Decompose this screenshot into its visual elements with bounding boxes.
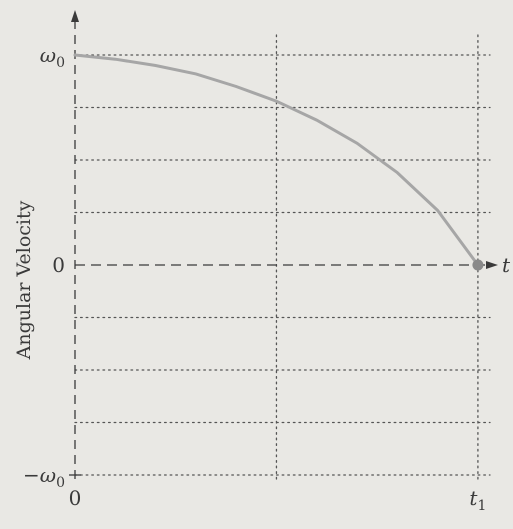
- data-point: [154, 64, 157, 67]
- x-tick-label-0: 0: [69, 486, 82, 510]
- data-point: [275, 100, 278, 102]
- data-point: [195, 73, 197, 75]
- tick-labels: ω00−ω00 t1t: [23, 43, 511, 514]
- series-layer: [73, 53, 484, 271]
- data-point: [436, 209, 439, 212]
- x-axis-label: t: [502, 253, 511, 277]
- data-point: [74, 54, 76, 56]
- x-axis-arrow: [486, 261, 498, 269]
- y-axis-arrow: [71, 10, 79, 22]
- data-point: [235, 85, 237, 88]
- endpoint-marker: [472, 259, 484, 271]
- data-point: [396, 171, 399, 174]
- y-axis-label-text: Angular Velocity: [13, 200, 35, 360]
- x-tick-label-1: t1: [469, 486, 486, 514]
- data-point: [356, 142, 358, 144]
- y-tick-label-0: ω0: [40, 43, 65, 71]
- axes: [69, 10, 498, 481]
- y-axis-label: Angular Velocity: [13, 200, 35, 360]
- data-point: [114, 58, 117, 60]
- grid-lines: [74, 34, 491, 482]
- y-tick-label-2: −ω0: [23, 463, 65, 491]
- data-point: [315, 119, 318, 121]
- y-tick-label-1: 0: [52, 253, 65, 277]
